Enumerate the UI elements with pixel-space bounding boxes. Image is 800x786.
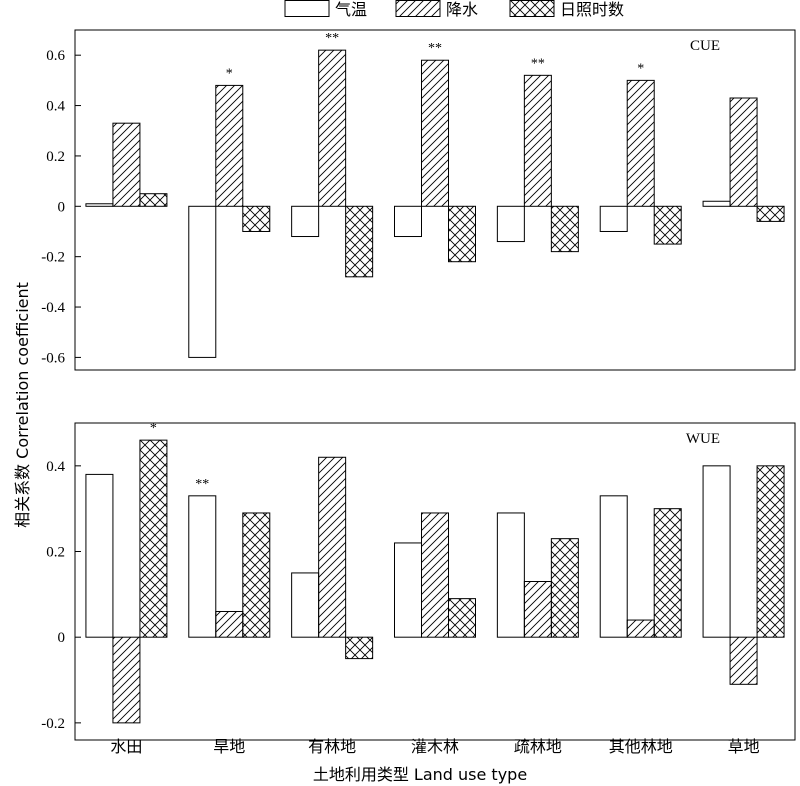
wue-bar-气温-灌木林 [394,542,422,638]
cue-bar-日照时数-有林地 [345,205,374,278]
category-label-有林地: 有林地 [308,737,356,756]
wue-bar-日照时数-灌木林 [448,598,476,638]
category-label-灌木林: 灌木林 [411,737,459,756]
legend-label-降水: 降水 [446,0,478,19]
wue-significance-mark: * [150,421,157,436]
cue-significance-mark: * [637,61,644,76]
wue-bar-日照时数-其他林地 [653,508,682,638]
wue-bar-降水-灌木林 [421,512,449,638]
cue-bar-气温-其他林地 [599,205,628,232]
wue-panel-label: WUE [686,431,720,447]
wue-bar-降水-旱地 [215,610,244,638]
x-axis-title: 土地利用类型 Land use type [313,765,527,784]
cue-panel: -0.6-0.4-0.200.20.40.6******* *CUE [41,29,796,371]
cue-bar-降水-灌木林 [421,59,449,207]
cue-bar-气温-水田 [85,203,114,207]
cue-bar-降水-草地 [729,97,758,207]
legend-label-日照时数: 日照时数 [560,0,624,19]
cue-bar-日照时数-疏林地 [550,205,579,253]
cue-significance-mark: ** [428,41,442,56]
cue-significance-mark: ** [531,56,545,71]
cue-bar-日照时数-旱地 [242,205,271,232]
y-axis-title: 相关系数 Correlation coefficient [13,282,32,528]
wue-y-tick-label: 0.4 [46,459,65,475]
legend-swatch-日照时数 [509,0,555,17]
cue-y-tick-label: -0.2 [41,250,65,266]
wue-panel: -0.200.20.4***WUE [41,421,796,741]
wue-bar-降水-草地 [729,636,758,685]
wue-bar-日照时数-水田 [139,439,168,638]
cue-significance-mark: * [226,66,233,81]
wue-bar-气温-旱地 [188,495,217,638]
category-label-疏林地: 疏林地 [514,737,562,756]
cue-bar-日照时数-灌木林 [448,205,476,263]
cue-bar-日照时数-其他林地 [653,205,682,245]
wue-bar-降水-其他林地 [626,619,655,638]
legend-label-气温: 气温 [335,0,367,19]
wue-y-tick-label: 0.2 [46,545,65,561]
wue-bar-日照时数-草地 [756,465,785,638]
wue-bar-降水-有林地 [318,456,347,638]
cue-bar-降水-疏林地 [523,74,552,207]
cue-panel-label: CUE [690,38,720,54]
wue-plot-frame [74,422,796,741]
wue-y-tick-label: -0.2 [41,716,65,732]
cue-plot-frame [74,29,796,371]
cue-bar-气温-灌木林 [394,205,422,238]
wue-bar-气温-疏林地 [496,512,525,638]
cue-bar-降水-水田 [112,122,141,207]
wue-bar-降水-疏林地 [523,581,552,638]
wue-bar-降水-水田 [112,636,141,724]
cue-y-tick-label: 0.4 [46,99,65,115]
cue-bar-气温-疏林地 [496,205,525,243]
cue-y-tick-label: -0.4 [41,300,65,316]
wue-bar-气温-其他林地 [599,495,628,638]
legend-swatch-气温 [284,0,330,17]
cue-bar-气温-旱地 [188,205,217,358]
cue-y-tick-label: -0.6 [41,350,65,366]
wue-bar-气温-水田 [85,473,114,638]
wue-bar-气温-草地 [702,465,731,638]
cue-bar-日照时数-草地 [756,205,785,222]
legend-swatch-降水 [395,0,441,17]
wue-bar-日照时数-有林地 [345,636,374,660]
cue-bar-降水-有林地 [318,49,347,207]
category-label-水田: 水田 [110,737,142,756]
wue-y-tick-label: 0 [58,630,66,646]
cue-significance-mark: ** [325,31,339,46]
wue-bar-气温-有林地 [291,572,320,638]
cue-bar-降水-其他林地 [626,79,655,207]
cue-y-tick-label: 0.2 [46,149,65,165]
category-axis-labels: 水田 旱地 有林地 灌木林 疏林地 其他林地 草地 [110,737,759,756]
cue-y-tick-label: 0 [58,199,66,215]
cue-bar-气温-有林地 [291,205,320,238]
category-label-草地: 草地 [728,737,760,756]
cue-bar-日照时数-水田 [139,193,168,207]
wue-bar-日照时数-旱地 [242,512,271,638]
cue-y-tick-label: 0.6 [46,48,65,64]
cue-bar-降水-旱地 [215,84,244,207]
wue-significance-mark: ** [195,477,209,492]
wue-bar-日照时数-疏林地 [550,538,579,638]
category-label-其他林地: 其他林地 [609,737,673,756]
cue-bar-气温-草地 [702,200,731,207]
category-label-旱地: 旱地 [213,737,245,756]
legend: 气温 降水 日照时数 [284,0,624,19]
